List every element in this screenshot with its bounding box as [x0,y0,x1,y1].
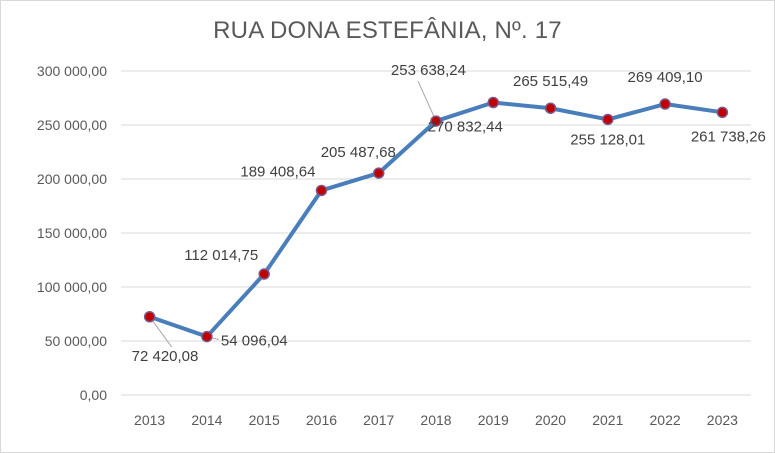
data-label: 253 638,24 [391,62,466,79]
y-tick-label: 50 000,00 [45,333,107,349]
y-tick-label: 0,00 [80,387,107,403]
chart-title: RUA DONA ESTEFÂNIA, Nº. 17 [213,17,562,44]
x-tick-label: 2020 [535,412,566,428]
x-tick-label: 2016 [306,412,337,428]
data-label: 255 128,01 [570,131,645,148]
data-point [372,167,385,179]
x-tick-label: 2021 [592,412,623,428]
x-tick-label: 2018 [420,412,451,428]
x-tick-label: 2013 [134,412,165,428]
y-tick-label: 250 000,00 [37,117,107,133]
x-tick-label: 2017 [363,412,394,428]
data-label: 269 409,10 [628,69,703,86]
data-label: 72 420,08 [132,348,199,365]
x-tick-label: 2019 [478,412,509,428]
leader-line [417,80,437,122]
data-label: 270 832,44 [428,119,503,136]
y-tick-label: 150 000,00 [37,225,107,241]
data-label: 265 515,49 [513,73,588,90]
data-point [487,96,500,109]
data-point [544,102,557,114]
x-tick-label: 2015 [249,412,280,428]
data-point [315,184,328,197]
x-tick-label: 2014 [191,412,222,428]
data-point [430,115,442,127]
data-point [716,106,729,119]
data-label: 54 096,04 [221,333,288,350]
data-label: 205 487,68 [321,144,396,161]
y-tick-label: 300 000,00 [37,63,107,79]
leader-line [149,316,173,348]
data-point [143,311,156,323]
y-tick-label: 100 000,00 [37,279,107,295]
x-tick-label: 2023 [707,412,738,428]
y-tick-label: 200 000,00 [37,171,107,187]
data-label: 189 408,64 [240,163,315,180]
data-label: 261 738,26 [691,128,766,145]
data-label: 112 014,75 [184,247,258,264]
data-point [258,268,270,280]
data-point [201,330,213,343]
data-point [602,113,614,126]
data-point [659,98,671,110]
x-tick-label: 2022 [650,412,681,428]
